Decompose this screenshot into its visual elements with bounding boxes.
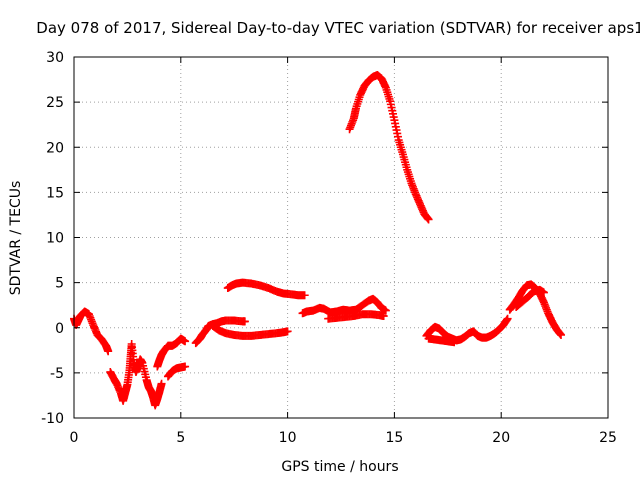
x-tick-label: 20	[492, 430, 510, 446]
x-axis-label: GPS time / hours	[281, 459, 398, 475]
y-tick-label: 10	[46, 231, 64, 247]
data-point-marker	[300, 291, 309, 300]
data-point-marker	[424, 215, 433, 224]
data-point-marker	[181, 362, 190, 371]
series-arc-6	[208, 321, 292, 340]
y-tick-label: -10	[41, 411, 64, 427]
series-arc-7	[223, 278, 309, 300]
y-tick-label: -5	[50, 366, 64, 382]
series-arc-10	[345, 71, 433, 224]
y-tick-label: 20	[46, 140, 64, 156]
y-tick-label: 15	[46, 185, 64, 201]
data-point-marker	[157, 379, 166, 388]
data-point-marker	[539, 288, 548, 297]
chart-title: Day 078 of 2017, Sidereal Day-to-day VTE…	[36, 19, 640, 37]
x-tick-label: 0	[70, 430, 79, 446]
series-arc-12	[424, 334, 459, 347]
series-arc-9	[324, 310, 388, 323]
data-point-marker	[379, 312, 388, 321]
data-point-marker	[450, 338, 459, 347]
y-tick-label: 5	[55, 276, 64, 292]
y-axis-label: SDTVAR / TECUs	[8, 181, 24, 296]
y-tick-label: 30	[46, 50, 64, 66]
series-arc-1	[70, 307, 113, 356]
series-arc-3	[153, 334, 190, 371]
data-point-marker	[181, 337, 190, 346]
x-tick-label: 10	[279, 430, 297, 446]
data-points	[70, 71, 566, 410]
y-tick-label: 0	[55, 321, 64, 337]
x-tick-label: 5	[176, 430, 185, 446]
data-point-marker	[240, 317, 249, 326]
data-point-marker	[381, 306, 390, 315]
y-tick-label: 25	[46, 95, 64, 111]
x-tick-label: 15	[385, 430, 403, 446]
series-arc-2	[106, 339, 166, 410]
data-point-marker	[557, 330, 566, 339]
data-point-marker	[283, 327, 292, 336]
series-arc-4	[163, 362, 190, 381]
series-arc-14	[512, 285, 548, 311]
data-point-marker	[503, 314, 512, 323]
x-tick-label: 25	[599, 430, 617, 446]
axis-ticks: 0 5 10 15 20 25 -10 -5 0 5 10 15 20 25 30	[41, 50, 617, 446]
data-point-marker	[104, 347, 113, 356]
